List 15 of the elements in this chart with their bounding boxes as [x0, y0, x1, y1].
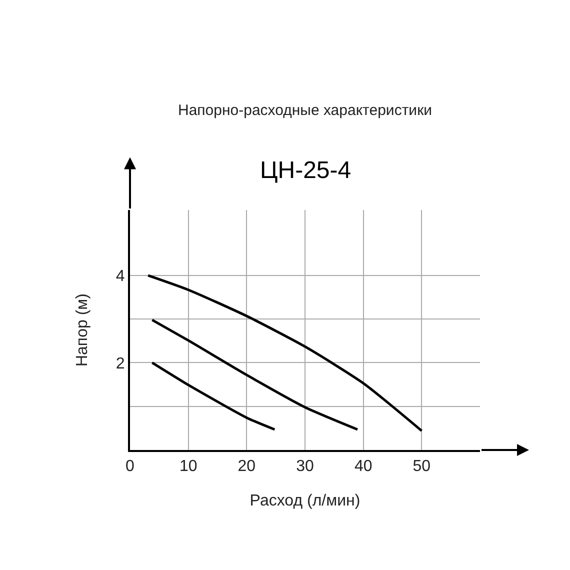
x-tick-label: 30 — [296, 458, 314, 476]
y-axis-title: Напор (м) — [74, 293, 91, 367]
x-tick-label: 50 — [412, 458, 431, 476]
x-tick-label: 10 — [179, 458, 198, 476]
x-tick-label: 0 — [126, 458, 135, 476]
x-axis-title: Расход (л/мин) — [250, 492, 360, 510]
y-tick-label: 4 — [116, 268, 125, 286]
x-tick-label: 20 — [238, 458, 256, 476]
x-tick-label: 40 — [354, 458, 372, 476]
line-series — [150, 318, 359, 431]
line-series — [150, 361, 276, 431]
chart-subtitle: ЦН-25-4 — [260, 157, 352, 184]
chart-title: Напорно-расходные характеристики — [178, 102, 432, 119]
y-tick-label: 2 — [116, 355, 125, 372]
line-series — [146, 274, 423, 432]
